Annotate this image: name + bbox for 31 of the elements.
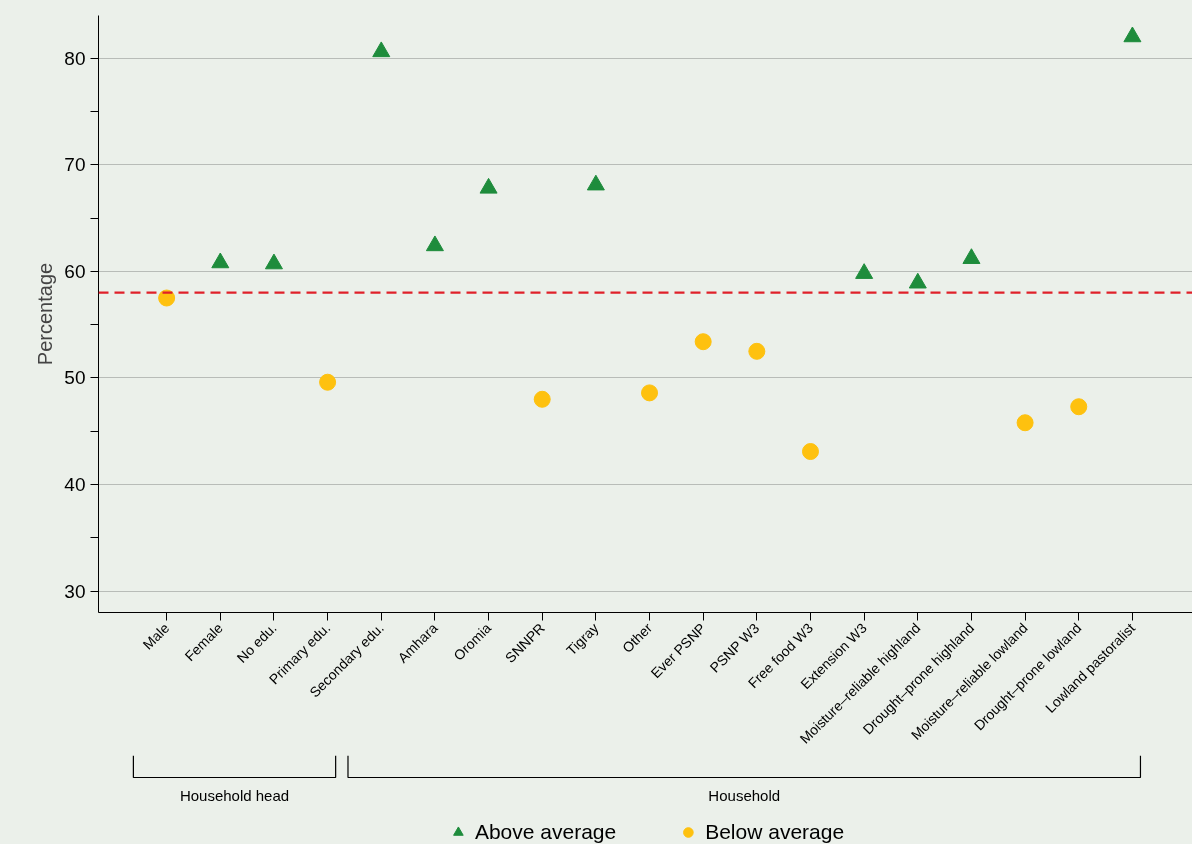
legend-label: Above average <box>474 820 617 844</box>
text: Household head <box>179 787 290 804</box>
point <box>801 443 819 461</box>
y-tick-label: 70 <box>64 154 86 176</box>
y-tick-label: 80 <box>64 47 86 69</box>
point <box>641 384 659 402</box>
text: Household <box>708 787 781 804</box>
point <box>694 333 712 351</box>
point <box>211 252 230 269</box>
y-tick-label: 30 <box>64 580 86 602</box>
x-tick-label: No edu. <box>233 619 280 666</box>
point <box>372 41 391 58</box>
point <box>855 263 874 279</box>
point <box>1123 26 1142 43</box>
point <box>586 174 605 191</box>
point <box>1070 398 1088 416</box>
point <box>479 177 498 194</box>
point <box>748 342 766 360</box>
y-tick-label: 40 <box>64 474 86 496</box>
y-axis-title: Percentage <box>34 262 57 366</box>
point <box>533 390 551 408</box>
point <box>158 289 176 307</box>
y-tick-label: 60 <box>64 260 86 282</box>
point <box>1016 414 1034 432</box>
legend-label: Below average <box>705 820 845 844</box>
y-tick-label: 50 <box>64 367 86 389</box>
point <box>908 272 927 289</box>
point <box>962 248 981 264</box>
point <box>319 373 337 391</box>
point <box>425 235 444 252</box>
point <box>264 253 283 270</box>
